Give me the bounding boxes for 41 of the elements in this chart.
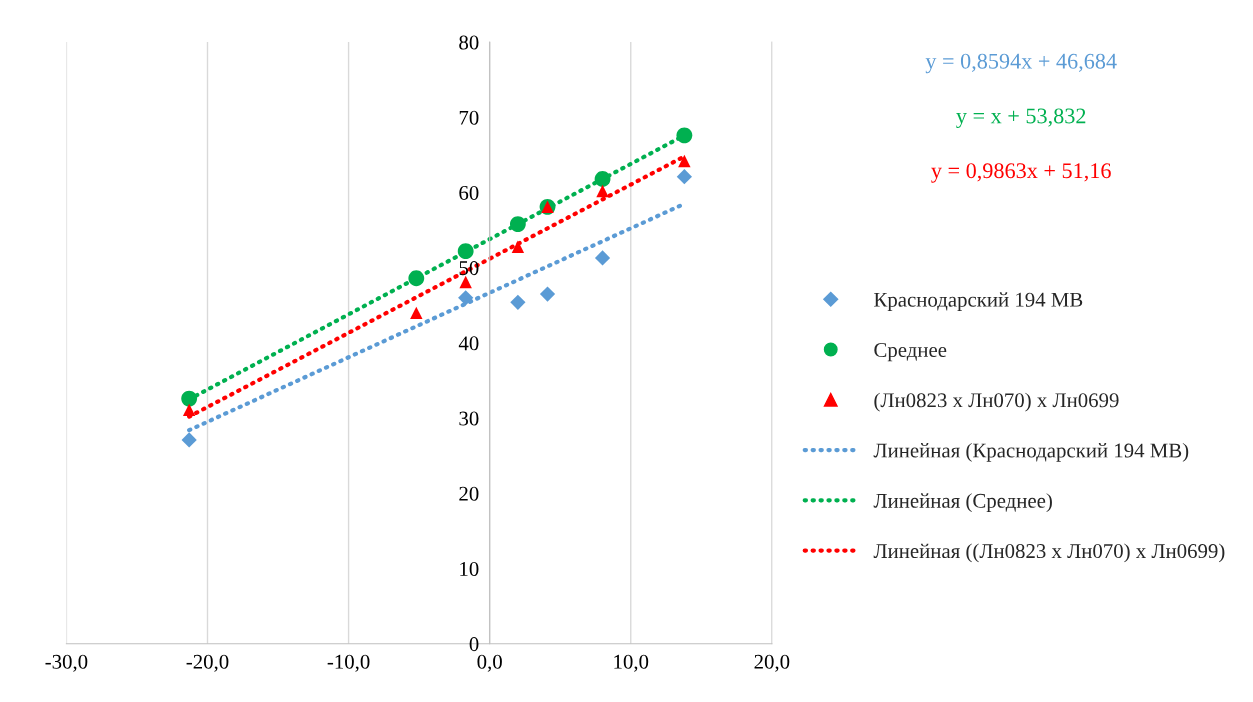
y-tick-label: 20	[459, 486, 479, 501]
y-tick-label: 70	[459, 110, 479, 125]
y-tick-label: 80	[459, 35, 479, 50]
x-tick-label: 20,0	[754, 654, 790, 672]
point	[509, 216, 526, 233]
y-tick-label: 10	[460, 561, 479, 576]
y-tick-label: 0	[469, 637, 479, 652]
y-tick-label: 40	[458, 336, 479, 351]
point	[408, 270, 425, 287]
point	[676, 169, 692, 185]
y-tick-label: 60	[459, 185, 479, 200]
legend-label: Среднее	[874, 343, 947, 362]
x-tick-label: -20,0	[186, 654, 229, 672]
legend-label: Линейная (Краснодарский 194 МВ)	[873, 442, 1189, 462]
point	[410, 306, 423, 320]
x-tick-label: 10,0	[614, 654, 649, 672]
point	[459, 275, 472, 289]
point	[511, 240, 525, 253]
legend-label: (Лн0823 х Лн070) х Лн0699	[874, 392, 1119, 412]
text: y = 0,8594x + 46,684	[925, 53, 1117, 74]
point	[594, 250, 611, 266]
point	[181, 390, 198, 407]
point	[182, 403, 196, 417]
point	[676, 127, 693, 144]
legend-label: Линейная (Среднее)	[873, 493, 1052, 513]
point	[181, 432, 197, 448]
point	[458, 290, 474, 306]
point	[678, 154, 691, 168]
y-tick-label: 30	[459, 411, 479, 426]
text: y = x + 53,832	[956, 108, 1086, 129]
x-tick-label: 0,0	[477, 654, 502, 672]
point	[594, 171, 611, 187]
point	[457, 243, 474, 260]
x-tick-label: -10,0	[327, 654, 370, 672]
x-tick-label: -30,0	[45, 654, 88, 672]
legend-label: Краснодарский 194 МВ	[874, 292, 1083, 311]
point	[539, 286, 556, 302]
point	[510, 294, 526, 310]
point	[596, 184, 609, 198]
legend-label: Линейная ((Лн0823 х Лн070) х Лн0699)	[873, 543, 1225, 563]
text: y = 0,9863x + 51,16	[931, 163, 1111, 183]
